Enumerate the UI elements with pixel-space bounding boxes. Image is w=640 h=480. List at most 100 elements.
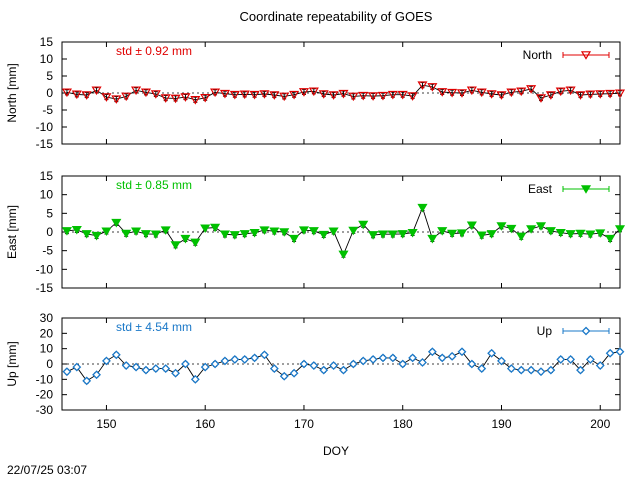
y-tick-label: 15 [40, 35, 54, 49]
data-point [545, 227, 556, 236]
data-point [368, 92, 379, 101]
data-point [121, 92, 132, 102]
y-tick-label: -15 [36, 281, 54, 295]
data-point [239, 90, 250, 100]
data-point [535, 94, 547, 103]
data-point [111, 350, 121, 360]
data-point [546, 365, 556, 375]
data-point [497, 356, 506, 366]
data-point [595, 90, 606, 99]
x-axis-label: DOY [323, 444, 349, 458]
data-point [81, 230, 92, 239]
data-point [170, 241, 181, 250]
data-point [219, 230, 231, 240]
y-tick-label: 10 [40, 52, 54, 66]
data-point [121, 229, 132, 239]
data-point [338, 250, 349, 260]
y-tick-label: 0 [46, 86, 53, 100]
data-point [437, 88, 448, 97]
chart-title: Coordinate repeatability of GOES [240, 9, 433, 24]
data-point [545, 91, 556, 100]
data-point [269, 91, 280, 100]
data-point [456, 229, 468, 238]
data-point [595, 361, 605, 370]
data-point [121, 361, 131, 370]
data-point [259, 226, 270, 235]
data-point [111, 218, 122, 228]
std-annotation: std ± 0.85 mm [116, 178, 192, 192]
data-point [249, 90, 260, 100]
data-point [239, 230, 250, 239]
data-point [555, 228, 566, 238]
panel-north: -15 -10 -5 0 5 10 15 North [mm] std ± 0.92 mm Nor… [5, 35, 626, 151]
data-point [427, 83, 438, 92]
data-point [250, 353, 260, 363]
data-point [535, 222, 547, 231]
y-tick-label: 15 [40, 169, 54, 183]
y-tick-label: -10 [36, 262, 54, 276]
data-point [200, 93, 211, 103]
data-point [487, 348, 497, 358]
data-point [506, 88, 517, 98]
y-tick-label: 30 [40, 311, 54, 325]
data-point [486, 90, 497, 99]
std-annotation: std ± 0.92 mm [116, 44, 192, 58]
data-point [467, 359, 477, 369]
data-point [61, 227, 72, 236]
y-tick-label: 20 [40, 326, 54, 340]
data-point [210, 88, 221, 98]
data-point [101, 93, 112, 102]
y-tick-label: 0 [46, 225, 53, 239]
data-point [210, 359, 220, 369]
data-point [61, 88, 72, 98]
data-point [427, 234, 438, 244]
data-point [566, 354, 576, 364]
data-point [190, 374, 200, 384]
data-point [348, 359, 358, 369]
legend-marker [580, 51, 592, 60]
legend-marker [581, 326, 591, 336]
data-point [506, 224, 517, 234]
data-point [91, 86, 102, 96]
data-point [397, 230, 408, 239]
data-point [309, 361, 319, 370]
data-point [595, 229, 606, 238]
y-tick-label: 5 [46, 206, 53, 220]
data-point [408, 353, 418, 363]
data-point [82, 376, 92, 386]
data-point [457, 347, 467, 357]
data-point [407, 228, 418, 238]
y-axis-label: North [mm] [5, 63, 19, 122]
data-point [377, 230, 389, 240]
data-point [131, 86, 142, 96]
y-tick-label: -15 [36, 137, 54, 151]
data-point [131, 227, 142, 237]
data-point [181, 359, 190, 369]
data-point [338, 89, 349, 99]
data-point [368, 354, 378, 364]
data-point [259, 90, 270, 99]
data-point [377, 91, 389, 101]
data-point [170, 94, 181, 104]
y-tick-label: -5 [42, 103, 53, 117]
x-tick-label: 180 [393, 417, 413, 431]
data-point [298, 88, 310, 97]
data-point [190, 95, 201, 105]
std-annotation: std ± 4.54 mm [116, 320, 192, 334]
data-point [585, 90, 596, 100]
data-point [388, 353, 398, 363]
data-point [131, 362, 141, 372]
data-point [447, 229, 458, 239]
data-point [219, 89, 231, 99]
data-point [536, 367, 546, 377]
data-point [506, 364, 516, 374]
data-point [387, 90, 398, 100]
data-point [614, 89, 626, 99]
data-point [180, 93, 191, 102]
data-point [496, 91, 507, 100]
data-point [328, 227, 339, 237]
data-point [299, 359, 309, 369]
y-tick-label: -5 [42, 244, 53, 258]
